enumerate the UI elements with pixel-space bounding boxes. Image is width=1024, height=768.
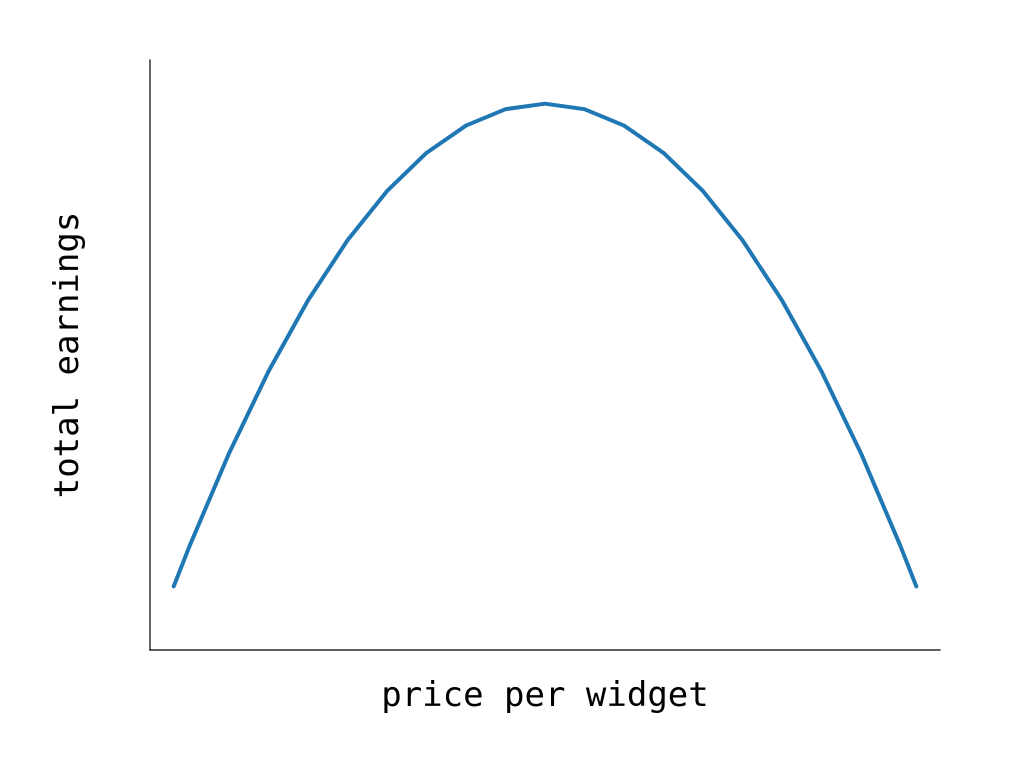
chart-canvas: price per widget total earnings	[0, 0, 1024, 768]
earnings-curve	[174, 104, 917, 587]
y-axis-label: total earnings	[47, 212, 87, 499]
plot-area	[174, 104, 917, 587]
earnings-chart: price per widget total earnings	[0, 0, 1024, 768]
axes	[150, 60, 940, 650]
x-axis-label: price per widget	[381, 675, 709, 715]
